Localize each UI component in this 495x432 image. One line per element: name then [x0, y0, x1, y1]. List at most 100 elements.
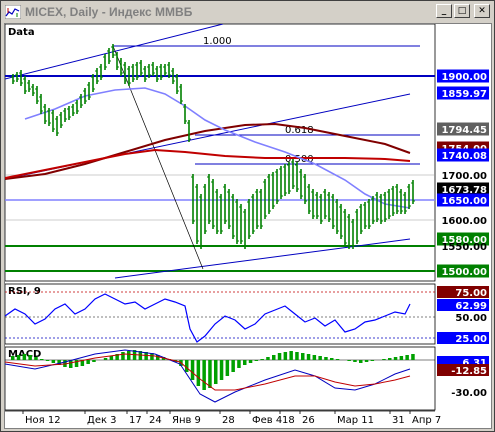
macd-histogram-bar — [34, 357, 38, 360]
price-axis-label: 1794.45 — [441, 125, 487, 136]
macd-histogram-bar — [283, 352, 288, 360]
price-axis-label: 1550.00 — [441, 242, 487, 253]
price-label-box — [437, 69, 489, 83]
price-label-box — [437, 148, 489, 162]
price-axis-label: 1740.08 — [441, 151, 487, 162]
rsi-panel-label: RSI, 9 — [8, 286, 41, 297]
macd-histogram-bar — [115, 354, 119, 360]
macd-axis-labels: 6.31-12.85 -30.00 — [437, 356, 489, 399]
macd-histogram-bar — [16, 355, 21, 360]
chart-canvas[interactable]: Data 1.000 0.618 0.500 1900.00 1859.97 1794.… — [5, 24, 491, 428]
macd-histogram-bar — [40, 359, 44, 360]
x-axis-label: Дек 3 — [87, 415, 117, 426]
macd-panel[interactable]: MACD 6.31-12.85-30.00 — [5, 346, 489, 411]
macd-histogram-bar — [22, 354, 27, 360]
macd-axis-label: -12.85 — [451, 366, 487, 377]
x-axis-label: Янв 9 — [172, 415, 201, 426]
x-axis-label: 24 — [149, 415, 162, 426]
macd-histogram-bar — [254, 360, 259, 361]
rsi-axis-label: 50.00 — [455, 313, 487, 324]
macd-histogram-bar — [74, 360, 79, 367]
macd-histogram-bar — [330, 358, 334, 360]
macd-histogram-bar — [144, 352, 148, 360]
price-axis-label: 1859.97 — [441, 89, 487, 100]
macd-histogram-bar — [359, 360, 363, 363]
close-button[interactable]: ✕ — [474, 4, 490, 18]
fib-anchor-line — [112, 45, 204, 270]
rsi-label-box — [437, 299, 489, 311]
window-title: MICEX, Daily - Индекс ММВБ — [25, 5, 193, 19]
macd-plot — [5, 349, 435, 403]
macd-histogram-bar — [295, 352, 299, 360]
price-axis-label: 1500.00 — [441, 267, 487, 278]
macd-histogram-bar — [306, 354, 311, 360]
price-axis-label: 1673.78 — [441, 185, 487, 196]
macd-histogram-bar — [127, 351, 131, 360]
macd-histogram-bar — [219, 360, 224, 380]
macd-histogram-bar — [86, 360, 90, 364]
macd-histogram-bar — [11, 356, 15, 360]
price-label-box — [437, 182, 489, 196]
macd-histogram-bar — [231, 360, 235, 372]
price-axis-label: 1900.00 — [441, 72, 487, 83]
macd-histogram-bar — [301, 353, 305, 360]
price-axis-label: 1600.00 — [441, 216, 487, 227]
macd-histogram-bar — [225, 360, 230, 376]
macd-histogram-bar — [399, 356, 404, 360]
macd-histogram-bar — [272, 355, 276, 360]
macd-histogram-bar — [109, 356, 114, 360]
trend-line — [5, 24, 224, 80]
x-axis: Ноя 12 Дек 3 17 24 Янв 9 28 Фев 4 18 26 Мар 11 31 А… — [5, 410, 441, 426]
rsi-axis-label: 62.99 — [455, 301, 487, 312]
macd-histogram-bar — [150, 353, 154, 360]
macd-histogram-bar — [411, 354, 415, 360]
macd-histogram-bar — [208, 360, 212, 388]
rsi-axis-label: 25.00 — [455, 334, 487, 345]
x-axis-label: 31 — [392, 415, 405, 426]
x-axis-label: 26 — [302, 415, 315, 426]
price-bars — [11, 44, 415, 249]
maximize-button[interactable]: □ — [454, 4, 470, 18]
chart-area[interactable]: Data 1.000 0.618 0.500 1900.00 1859.97 1794.… — [4, 23, 492, 429]
fib-level-label: 0.500 — [285, 154, 314, 165]
macd-histogram-bar — [318, 356, 322, 360]
price-panel-label: Data — [8, 27, 35, 38]
price-axis-label: 1580.00 — [441, 235, 487, 246]
fib-level-label: 0.618 — [285, 125, 314, 136]
macd-histogram-bar — [45, 360, 50, 361]
macd-histogram-bar — [364, 360, 369, 362]
macd-histogram-bar — [382, 359, 386, 360]
macd-histogram-bar — [388, 358, 392, 360]
rsi-label-box — [437, 286, 489, 298]
macd-histogram-bar — [28, 355, 32, 360]
price-panel[interactable]: Data 1.000 0.618 0.500 1900.00 1859.97 1794.… — [5, 24, 489, 282]
macd-histogram-bar — [196, 360, 201, 386]
price-label-box — [437, 232, 489, 246]
macd-histogram-bar — [347, 360, 351, 361]
macd-histogram-bar — [51, 360, 56, 363]
title-bar[interactable]: MICEX, Daily - Индекс ММВБ _ □ ✕ — [3, 3, 492, 21]
trend-line — [114, 238, 411, 279]
macd-histogram-bar — [353, 360, 357, 362]
minimize-button[interactable]: _ — [436, 4, 452, 18]
macd-histogram-bar — [243, 360, 247, 365]
price-label-box — [437, 193, 489, 207]
macd-histogram-bar — [103, 358, 108, 360]
x-axis-label: 17 — [129, 415, 142, 426]
macd-histogram-bar — [237, 360, 241, 368]
price-axis-label: 1700.00 — [441, 171, 487, 182]
macd-histogram-bar — [335, 359, 340, 360]
rsi-axis-label: 75.00 — [455, 288, 487, 299]
ma-long-line — [5, 122, 411, 180]
macd-histogram-bar — [405, 355, 409, 360]
macd-axis-label: -30.00 — [451, 388, 487, 399]
macd-histogram-bar — [190, 360, 195, 380]
ma-mid-line — [5, 148, 411, 179]
macd-histogram-bar — [92, 360, 96, 362]
fib-level-label: 1.000 — [203, 36, 232, 47]
macd-histogram-bar — [69, 360, 73, 368]
macd-histogram-bar — [370, 360, 375, 361]
